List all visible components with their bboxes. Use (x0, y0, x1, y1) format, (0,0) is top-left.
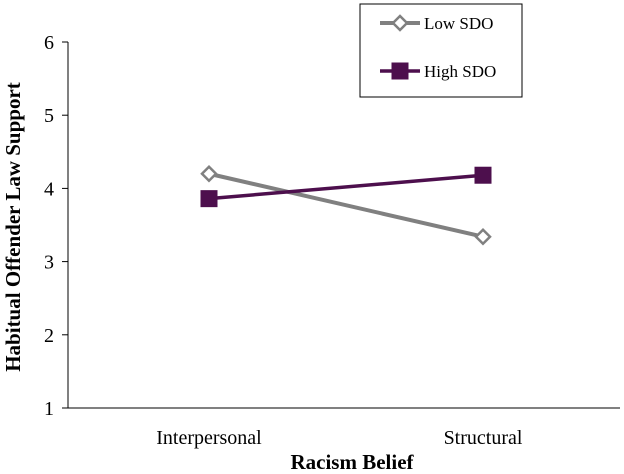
series-line-low-sdo (208, 171, 484, 239)
legend: Low SDO High SDO (359, 3, 523, 98)
y-tick-label: 4 (44, 178, 54, 200)
y-tick-label: 6 (44, 32, 54, 54)
x-axis-title: Racism Belief (290, 450, 414, 474)
data-point-low-sdo (474, 227, 492, 246)
legend-label: Low SDO (424, 14, 493, 33)
legend-label: High SDO (424, 62, 496, 81)
x-tick-label: Interpersonal (156, 427, 262, 449)
y-axis-title: Habitual Offender Law Support (1, 82, 25, 372)
data-point-high-sdo (200, 190, 218, 208)
y-axis-ticks: 1 2 3 4 5 6 (44, 32, 68, 420)
x-axis-ticks: Interpersonal Structural (156, 427, 523, 449)
legend-swatch-marker (391, 14, 409, 32)
legend-swatch-marker (391, 62, 409, 80)
legend-items: Low SDO High SDO (380, 14, 496, 81)
data-point-high-sdo (474, 166, 492, 184)
series-layer (200, 164, 492, 246)
x-tick-label: Structural (444, 427, 523, 449)
y-tick-label: 1 (44, 398, 54, 420)
legend-box (359, 3, 523, 98)
y-tick-label: 3 (44, 252, 54, 274)
data-point-low-sdo (200, 164, 218, 183)
y-tick-label: 2 (44, 325, 54, 347)
series-line-high-sdo (208, 173, 484, 201)
y-tick-label: 5 (44, 105, 54, 127)
plot-area: 1 2 3 4 5 6 Interpersonal Structural (44, 32, 620, 449)
